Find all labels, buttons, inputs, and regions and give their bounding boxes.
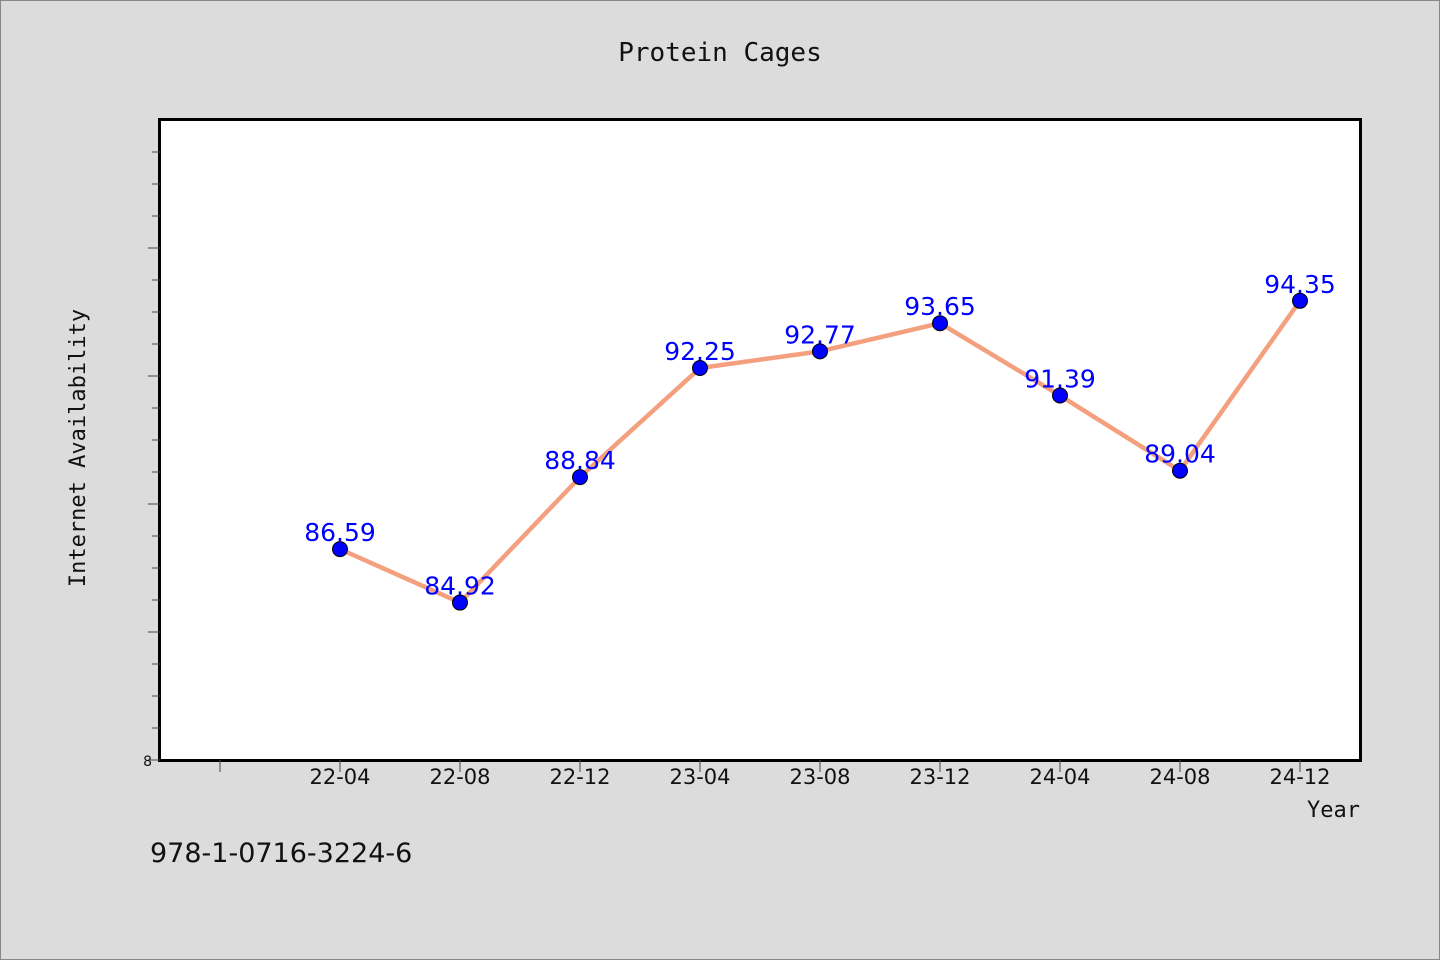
- data-point: [932, 315, 948, 332]
- plot-area: [158, 118, 1362, 762]
- data-point: [572, 469, 588, 486]
- x-tick-label: 23-12: [909, 765, 970, 789]
- x-tick-label: 24-08: [1149, 765, 1210, 789]
- x-tick-label: 24-12: [1269, 765, 1330, 789]
- data-label: 92.25: [664, 337, 736, 366]
- data-labels: 86.59 84.92 88.84 92.25 92.77 93.65 91.39 89.04…: [304, 270, 1336, 601]
- data-label: 86.59: [304, 518, 376, 547]
- data-label: 84.92: [424, 572, 496, 601]
- x-tick-label: 23-08: [789, 765, 850, 789]
- data-label: 94.35: [1264, 270, 1336, 299]
- data-label: 92.77: [784, 320, 856, 349]
- data-point: [812, 343, 828, 360]
- data-point: [1172, 462, 1188, 479]
- x-tick-label: 24-04: [1029, 765, 1090, 789]
- data-point: [692, 360, 708, 376]
- data-point: [332, 541, 348, 558]
- x-tick-label: 22-12: [549, 765, 610, 789]
- x-tick-label: 22-08: [429, 765, 490, 789]
- data-label: 93.65: [904, 292, 976, 321]
- data-label: 89.04: [1144, 440, 1216, 469]
- y-axis-label: Internet Availability: [66, 309, 91, 587]
- footer-identifier: 978-1-0716-3224-6: [150, 838, 412, 869]
- x-axis-label: Year: [1307, 798, 1360, 823]
- data-label: 88.84: [544, 446, 616, 475]
- data-point: [1052, 387, 1068, 404]
- chart-title: Protein Cages: [618, 38, 822, 68]
- x-axis-ticks: 22-04 22-08 22-12 23-04 23-08 23-12 24-04 24-08…: [219, 760, 1331, 789]
- y-tick-label: 8: [143, 754, 152, 770]
- data-markers: [332, 292, 1308, 611]
- x-tick-label: 23-04: [669, 765, 730, 789]
- data-label: 91.39: [1024, 365, 1096, 394]
- data-point: [452, 594, 468, 611]
- x-tick-label: 22-04: [309, 765, 370, 789]
- y-axis-ticks: 8: [143, 151, 160, 770]
- data-point: [1292, 292, 1308, 309]
